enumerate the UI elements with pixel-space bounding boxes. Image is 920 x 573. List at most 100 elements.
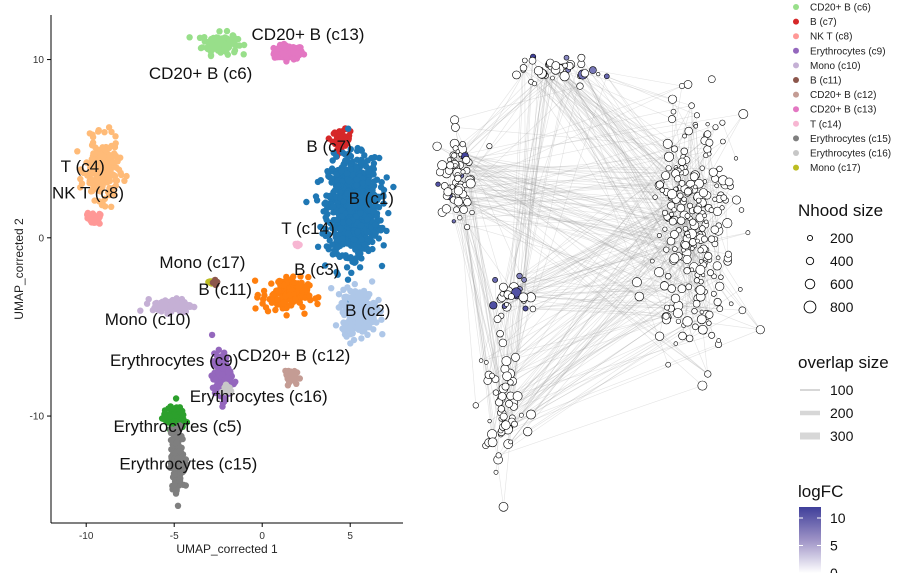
graph-edge bbox=[683, 150, 709, 158]
nhood-node bbox=[483, 360, 489, 365]
nhood-node bbox=[516, 272, 523, 280]
nhood-node bbox=[719, 119, 726, 126]
umap-point bbox=[375, 193, 382, 200]
graph-edge bbox=[556, 66, 660, 186]
graph-edge bbox=[666, 205, 691, 320]
legend-label: Erythrocytes (c16) bbox=[810, 149, 891, 160]
nhood-node bbox=[697, 380, 708, 391]
graph-edge bbox=[487, 62, 549, 381]
cluster-label: T (c4) bbox=[61, 157, 105, 176]
nhood-node bbox=[697, 247, 704, 254]
graph-edge bbox=[454, 160, 701, 235]
graph-edge bbox=[470, 183, 493, 443]
umap-point bbox=[110, 158, 117, 166]
graph-edge bbox=[672, 99, 689, 132]
graph-edge bbox=[513, 56, 534, 407]
graph-edge bbox=[467, 201, 708, 375]
umap-point bbox=[333, 236, 340, 243]
graph-edge bbox=[467, 215, 685, 228]
umap-point bbox=[74, 148, 81, 155]
cluster-label: B (c7) bbox=[306, 137, 351, 156]
umap-point bbox=[137, 307, 144, 314]
x-tick-label: -10 bbox=[79, 531, 94, 542]
graph-edge bbox=[458, 201, 672, 242]
nhood-node bbox=[501, 382, 510, 391]
umap-point bbox=[335, 304, 342, 311]
nhood-node bbox=[731, 195, 741, 205]
graph-edge bbox=[547, 62, 665, 286]
nhood-node bbox=[667, 94, 677, 104]
nhood-node bbox=[435, 181, 441, 187]
nhood-node bbox=[702, 213, 707, 218]
nhood-node bbox=[669, 253, 680, 264]
graph-edge bbox=[455, 165, 696, 176]
umap-point bbox=[105, 124, 113, 131]
umap-point bbox=[372, 230, 379, 237]
umap-point bbox=[336, 253, 343, 260]
nhood-node bbox=[661, 209, 668, 216]
umap-point bbox=[361, 152, 368, 159]
y-tick-label: 0 bbox=[38, 233, 44, 244]
umap-point bbox=[161, 414, 169, 421]
nhood-node bbox=[511, 420, 518, 428]
graph-edge bbox=[507, 205, 691, 298]
graph-edge bbox=[460, 183, 695, 226]
graph-edge bbox=[448, 65, 566, 197]
graph-edge bbox=[543, 74, 683, 163]
nhood-node bbox=[519, 412, 524, 418]
nhood-node bbox=[715, 255, 721, 261]
graph-edge bbox=[500, 196, 705, 435]
nhood-node bbox=[684, 187, 692, 196]
logfc-legend: logFC 10 5 0 bbox=[798, 482, 846, 573]
nhood-node bbox=[673, 308, 683, 318]
nhood-size-label: 400 bbox=[830, 253, 854, 269]
umap-point bbox=[377, 308, 384, 315]
nhood-node bbox=[669, 211, 674, 217]
legend-label: CD20+ B (c12) bbox=[810, 90, 876, 101]
nhood-node bbox=[678, 331, 687, 341]
umap-point bbox=[366, 324, 373, 331]
umap-point bbox=[322, 225, 329, 233]
nhood-node bbox=[685, 283, 693, 291]
nhood-node bbox=[521, 57, 528, 64]
nhood-node bbox=[502, 371, 512, 381]
umap-point bbox=[167, 304, 174, 311]
nhood-node bbox=[499, 412, 508, 421]
nhood-node bbox=[678, 180, 686, 187]
graph-edge bbox=[525, 240, 698, 309]
graph-edge bbox=[509, 64, 549, 427]
graph-edge bbox=[458, 190, 482, 361]
graph-edge bbox=[436, 146, 686, 246]
umap-point bbox=[352, 314, 359, 321]
umap-point bbox=[373, 319, 380, 326]
graph-edge bbox=[562, 66, 688, 271]
umap-point bbox=[215, 346, 222, 353]
nhood-node bbox=[720, 138, 726, 145]
graph-edge bbox=[697, 134, 707, 242]
nhood-graph-panel bbox=[432, 53, 765, 512]
graph-edge bbox=[523, 233, 692, 298]
nhood-node bbox=[523, 427, 533, 437]
umap-point bbox=[343, 264, 351, 271]
nhood-node bbox=[738, 207, 745, 213]
cluster-points-12 bbox=[208, 331, 239, 410]
cluster-label: Erythrocytes (c16) bbox=[190, 387, 328, 406]
legend-label: Erythrocytes (c9) bbox=[810, 46, 886, 57]
graph-edge bbox=[519, 161, 683, 277]
graph-edge bbox=[454, 113, 744, 162]
umap-point bbox=[322, 214, 329, 221]
graph-edge bbox=[460, 184, 660, 200]
nhood-node bbox=[682, 133, 687, 139]
nhood-node bbox=[478, 358, 484, 363]
graph-edge bbox=[506, 191, 689, 308]
umap-point bbox=[322, 262, 329, 269]
umap-point bbox=[99, 176, 106, 183]
graph-edge bbox=[459, 164, 653, 262]
nhood-node bbox=[693, 277, 700, 284]
graph-edge bbox=[542, 73, 683, 289]
nhood-node bbox=[677, 192, 684, 199]
nhood-size-legend-title: Nhood size bbox=[798, 201, 883, 220]
nhood-node bbox=[459, 141, 466, 148]
umap-point bbox=[203, 44, 210, 51]
umap-point bbox=[354, 323, 362, 331]
